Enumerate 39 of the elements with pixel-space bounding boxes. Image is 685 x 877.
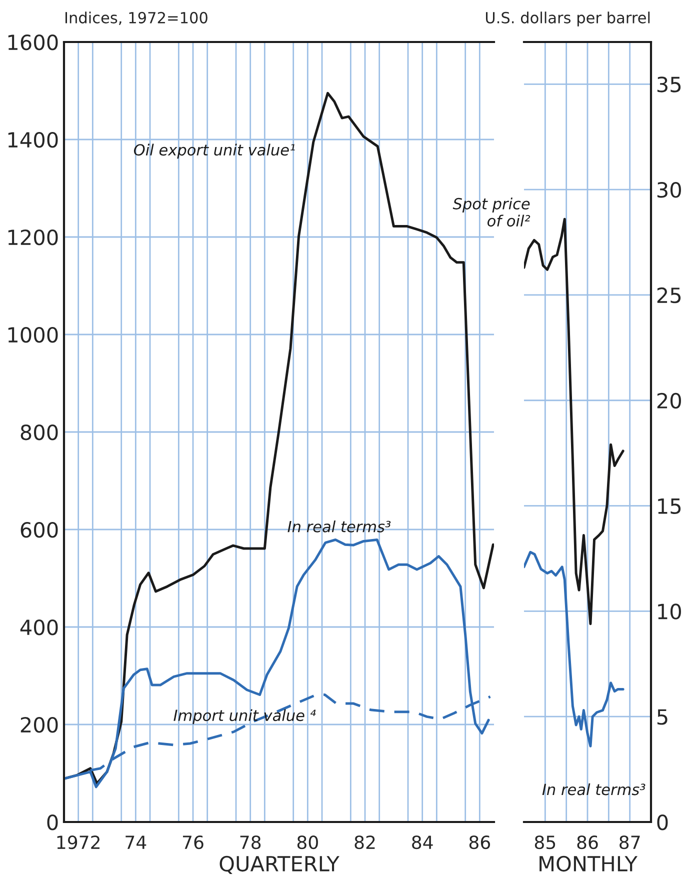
x-tick-label: 82: [354, 836, 375, 850]
x-tick-label: 85: [534, 836, 556, 850]
y-tick-label: 25: [657, 287, 681, 304]
y-tick-label: 400: [20, 619, 58, 636]
y-tick-label: 30: [657, 182, 681, 198]
x-tick-label: 74: [126, 836, 146, 849]
series-label: Oil export unit value¹: [134, 144, 295, 159]
x-tick-label: 80: [297, 836, 318, 850]
x-axis-title: QUARTERLY: [220, 856, 340, 874]
x-tick-label: 78: [240, 836, 261, 850]
y-tick-label: 1400: [8, 132, 58, 148]
x-tick-label: 86: [469, 836, 490, 850]
y-axis-title: Indices, 1972=100: [66, 12, 208, 25]
y-tick-label: 1000: [8, 326, 58, 343]
y-tick-label: 200: [20, 716, 58, 733]
y-tick-label: 20: [657, 392, 681, 409]
x-axis-title: MONTHLY: [540, 856, 638, 872]
y-axis-title: U.S. dollars per barrel: [486, 12, 650, 26]
y-tick-label: 600: [20, 522, 58, 538]
text: In real terms³: [542, 783, 646, 796]
y-tick-label: 35: [657, 76, 681, 92]
line-series: [64, 538, 490, 788]
series-label: In real terms³: [288, 520, 391, 532]
x-tick-label: 1972: [57, 836, 100, 850]
series-label: Import unit value ⁴: [174, 709, 316, 724]
y-tick-label: 0: [657, 814, 668, 830]
y-tick-label: 1200: [8, 229, 58, 246]
y-tick-label: 15: [658, 498, 681, 514]
series-label: Spot price of oil²: [452, 198, 530, 227]
x-tick-label: 76: [182, 836, 204, 850]
y-tick-label: 5: [657, 709, 668, 725]
y-tick-label: 10: [658, 604, 681, 620]
y-tick-label: 0: [47, 814, 58, 830]
x-tick-label: 86: [577, 836, 598, 850]
line-series: [524, 550, 624, 748]
y-tick-label: 1600: [8, 34, 58, 50]
y-tick-label: 800: [20, 424, 58, 440]
x-tick-label: 87: [620, 836, 640, 850]
x-tick-label: 84: [412, 836, 433, 850]
